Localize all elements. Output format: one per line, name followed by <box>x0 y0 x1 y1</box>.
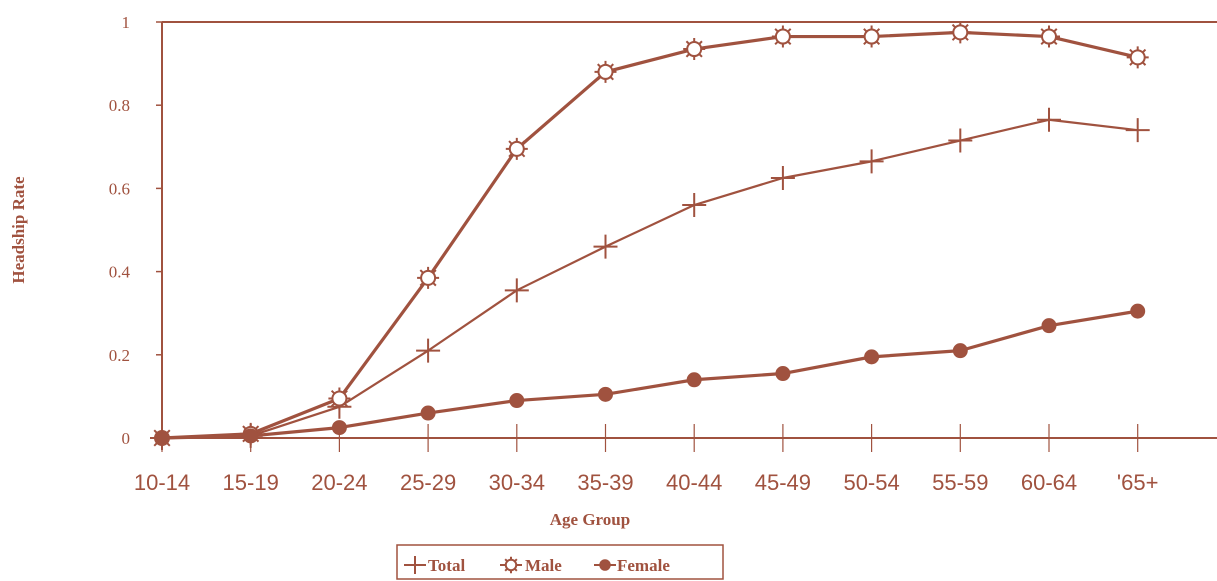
series-line-female <box>161 309 1138 440</box>
y-axis-title: Headship Rate <box>9 176 28 284</box>
data-point <box>406 556 424 574</box>
data-point <box>952 343 968 359</box>
x-tick-label: '65+ <box>1117 470 1159 495</box>
plot-area <box>161 21 1217 439</box>
data-point <box>859 149 884 174</box>
x-tick-label: 10-14 <box>134 470 190 495</box>
data-point <box>770 166 795 190</box>
data-point <box>599 559 611 571</box>
legend: Total Male Female <box>396 544 724 580</box>
data-point <box>771 25 794 48</box>
data-point <box>1038 25 1060 48</box>
data-point <box>948 128 973 153</box>
y-tick-label: 0.4 <box>109 263 131 282</box>
data-point <box>505 137 528 160</box>
data-point <box>328 387 351 410</box>
y-tick-label: 1 <box>122 13 131 32</box>
x-tick-label: 55-59 <box>932 470 988 495</box>
data-point <box>331 420 347 436</box>
data-point <box>594 60 617 83</box>
legend-box <box>396 544 724 580</box>
data-point <box>1125 118 1150 143</box>
legend-label-female: Female <box>617 556 670 575</box>
data-point <box>949 21 972 44</box>
series-line-total <box>161 118 1138 440</box>
data-point <box>1041 318 1057 334</box>
data-point <box>243 428 259 444</box>
data-point <box>1037 107 1061 132</box>
x-tick-label: 45-49 <box>755 470 811 495</box>
x-tick-label: 40-44 <box>666 470 722 495</box>
data-point <box>509 393 525 409</box>
data-point <box>1130 303 1146 319</box>
data-point <box>593 234 618 259</box>
x-tick-label: 50-54 <box>843 470 899 495</box>
x-tick-label: 15-19 <box>223 470 279 495</box>
data-point <box>417 266 440 289</box>
x-tick-label: 20-24 <box>311 470 367 495</box>
x-tick-label: 25-29 <box>400 470 456 495</box>
x-axis-title: Age Group <box>550 510 630 529</box>
legend-label-male: Male <box>525 556 562 575</box>
y-axis: 0 0.2 0.4 0.6 0.8 1 <box>109 13 162 448</box>
y-tick-label: 0.2 <box>109 346 130 365</box>
series-line-male <box>161 30 1139 440</box>
series-male <box>151 21 1149 449</box>
data-point <box>504 278 529 303</box>
data-point <box>154 430 170 446</box>
y-tick-label: 0.8 <box>109 96 130 115</box>
data-point <box>683 38 706 61</box>
data-point <box>686 372 702 388</box>
data-point <box>502 556 520 574</box>
series-female <box>154 303 1146 446</box>
data-point <box>682 193 707 218</box>
y-tick-label: 0 <box>122 429 131 448</box>
data-point <box>860 25 883 48</box>
x-tick-label: 60-64 <box>1021 470 1077 495</box>
data-point <box>420 405 436 421</box>
data-point <box>775 366 791 382</box>
x-axis: 10-14 15-19 20-24 25-29 30-34 35-39 40-44 45-49… <box>134 424 1159 495</box>
series-layer <box>150 21 1150 450</box>
x-tick-label: 35-39 <box>577 470 633 495</box>
data-point <box>864 349 880 365</box>
data-point <box>598 386 613 402</box>
y-tick-label: 0.6 <box>109 179 130 198</box>
data-point <box>416 338 441 363</box>
x-tick-label: 30-34 <box>489 470 545 495</box>
legend-label-total: Total <box>428 556 465 575</box>
series-total <box>150 107 1150 450</box>
data-point <box>1126 46 1149 69</box>
